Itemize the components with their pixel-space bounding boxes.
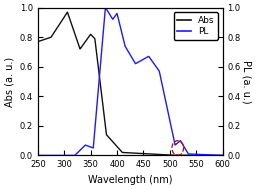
X-axis label: Wavelength (nm): Wavelength (nm) bbox=[88, 175, 173, 185]
Y-axis label: PL (a. u.): PL (a. u.) bbox=[242, 60, 252, 103]
Y-axis label: Abs (a. u.): Abs (a. u.) bbox=[4, 57, 14, 107]
Legend: Abs, PL: Abs, PL bbox=[174, 12, 218, 40]
